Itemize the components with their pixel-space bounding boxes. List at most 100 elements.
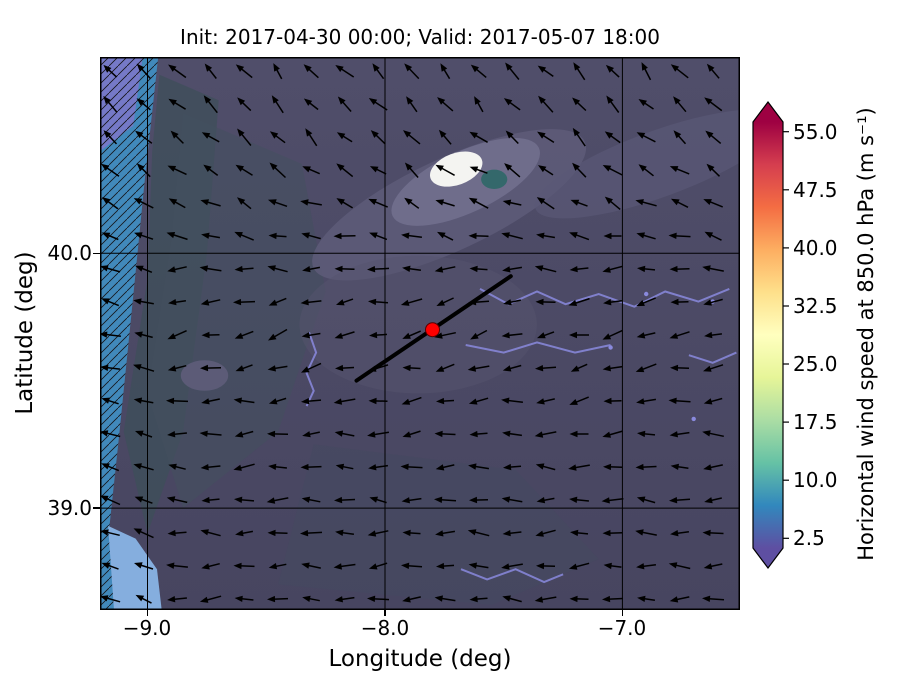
wind-arrow	[368, 397, 388, 405]
wind-arrow	[402, 596, 421, 603]
wind-arrow	[637, 595, 656, 602]
wind-arrow	[505, 62, 520, 80]
wind-arrow	[474, 96, 484, 113]
wind-arrow	[302, 266, 321, 273]
x-tick-label: −8.0	[360, 616, 410, 640]
wind-arrow	[704, 497, 722, 504]
wind-arrow	[267, 430, 289, 438]
lake-3	[691, 416, 696, 422]
wind-arrow	[702, 529, 724, 537]
wind-arrow	[436, 397, 455, 405]
wind-arrow	[505, 130, 519, 145]
wind-arrow	[570, 529, 589, 537]
river-3	[460, 568, 564, 584]
wind-arrow	[602, 529, 623, 537]
wind-arrow	[200, 529, 221, 537]
wind-arrow	[568, 464, 590, 471]
wind-arrow	[199, 595, 222, 603]
wind-arrow	[335, 65, 355, 78]
wind-arrow	[301, 496, 321, 503]
x-axis-label: Longitude (deg)	[328, 646, 512, 672]
colorbar-tick-label: 47.5	[793, 178, 838, 202]
wind-arrow	[403, 130, 421, 145]
estuary-light	[108, 525, 162, 610]
wind-arrow	[467, 365, 490, 372]
wind-arrow	[606, 95, 620, 113]
wind-arrow	[603, 397, 622, 405]
wind-arrow	[502, 595, 522, 603]
wind-arrow	[301, 562, 321, 569]
wind-arrow	[168, 98, 186, 110]
colorbar-body	[753, 122, 783, 548]
wind-arrow	[402, 430, 421, 438]
wind-arrow	[266, 497, 289, 504]
wind-arrow	[100, 430, 121, 438]
wind-arrow	[636, 132, 656, 143]
wind-arrow	[301, 398, 322, 405]
map-plot-area	[100, 57, 740, 610]
wind-arrow	[233, 463, 255, 471]
wind-arrow	[368, 298, 389, 306]
colorbar-extend-max	[753, 102, 783, 122]
wind-arrow	[402, 330, 421, 339]
wind-arrow	[200, 364, 222, 372]
wind-arrow	[369, 331, 388, 339]
y-axis-label: Latitude (deg)	[12, 251, 38, 415]
wind-arrow	[167, 330, 187, 340]
wind-arrow	[569, 430, 589, 438]
wind-arrow	[538, 165, 554, 176]
wind-arrow	[369, 496, 387, 504]
wind-arrow	[166, 562, 188, 569]
wind-arrow	[201, 496, 220, 504]
wind-arrow	[706, 63, 720, 79]
wind-arrow	[334, 430, 355, 437]
wind-arrow	[705, 130, 722, 144]
river-4	[305, 331, 318, 407]
x-tick-label: −7.0	[597, 616, 647, 640]
wind-arrow	[469, 265, 488, 273]
wind-arrow	[101, 397, 119, 405]
wind-arrow	[237, 97, 252, 112]
wind-arrow	[669, 265, 690, 273]
wind-arrow	[538, 95, 554, 113]
wind-arrow	[134, 331, 153, 339]
river-5	[688, 351, 737, 364]
wind-arrow	[536, 232, 556, 239]
wind-arrow	[670, 364, 690, 372]
wind-arrow	[440, 63, 451, 80]
wind-arrow	[703, 563, 723, 570]
wind-arrow	[334, 331, 355, 339]
station-marker	[425, 322, 440, 338]
colorbar-outline	[752, 101, 784, 569]
peak-teal-spot	[481, 169, 508, 189]
wind-arrow	[534, 431, 557, 438]
wind-arrow	[570, 363, 588, 372]
wind-arrow	[568, 297, 590, 306]
wind-arrow	[469, 496, 489, 504]
wind-arrow	[203, 164, 219, 177]
wind-arrow	[200, 464, 221, 471]
wind-arrow	[467, 529, 490, 537]
wind-arrow	[603, 299, 622, 306]
wind-arrow	[301, 362, 322, 373]
wind-arrow	[437, 231, 454, 241]
atlantic-ocean-hatch	[100, 57, 159, 610]
wind-arrow	[401, 232, 422, 239]
wind-arrow	[669, 431, 690, 438]
wind-arrow	[669, 166, 690, 175]
wind-arrow	[267, 365, 288, 372]
wind-arrow	[669, 331, 690, 339]
wind-arrow	[569, 331, 589, 339]
wind-arrow	[401, 497, 422, 504]
wind-arrow	[133, 397, 154, 404]
wind-arrow	[468, 562, 489, 569]
wind-arrow	[704, 331, 722, 339]
wind-arrow	[569, 396, 589, 405]
wind-arrow	[535, 529, 556, 537]
wind-arrow	[134, 232, 154, 240]
colorbar-extend-min	[753, 548, 783, 568]
wind-arrow	[434, 595, 456, 602]
wind-arrow	[434, 496, 457, 503]
wind-arrow	[401, 396, 422, 405]
colorbar-tick-label: 10.0	[793, 468, 838, 492]
